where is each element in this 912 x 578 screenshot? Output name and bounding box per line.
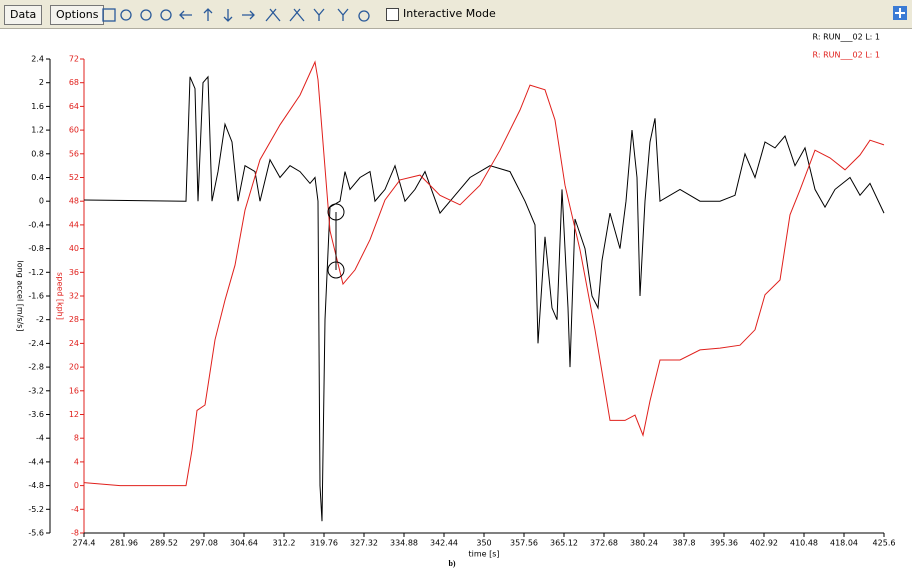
x-tick-label: 334.88 [390,539,418,548]
y2-tick-label: 60 [69,126,79,135]
x-tick-label: 342.44 [430,539,458,548]
y2-tick-label: 12 [69,410,79,419]
y2-tick-label: 20 [69,363,79,372]
x-tick-label: 380.24 [630,539,658,548]
y-tick-label: -2 [36,315,44,324]
y2-tick-label: 4 [74,457,79,466]
cursor-marker [327,203,345,221]
y2-tick-label: 8 [74,434,79,443]
x-tick-label: 418.04 [830,539,858,548]
y2-tick-label: 48 [69,197,79,206]
y-tick-label: -4 [36,434,44,443]
y-tick-label: -2.8 [28,363,44,372]
toolbar-icons[interactable] [100,6,380,24]
y2-tick-label: -4 [71,505,79,514]
y2-tick-label: 0 [74,481,79,490]
x-tick-label: 365.12 [550,539,578,548]
y2-tick-label: 44 [69,220,79,229]
x-tick-label: 312.2 [273,539,296,548]
x-tick-label: 357.56 [510,539,538,548]
cursor-marker [327,261,345,279]
series-line [83,60,885,487]
y2-tick-label: 56 [69,149,79,158]
series-line [83,75,885,522]
y-tick-label: 0.4 [31,173,44,182]
y2-tick-label: -8 [71,529,79,538]
checkbox-label: Interactive Mode [403,7,496,20]
y-axis-label: long accel [m/s/s] [16,261,25,332]
y2-tick-label: 40 [69,244,79,253]
y-tick-label: -4.4 [28,457,44,466]
y-tick-label: -4.8 [28,481,44,490]
chart: 2.4 2 1.6 1.2 0.8 0.4 0 -0.4 -0.8 -1.2 -1.6 -2 -2.4 -… [16,33,896,568]
x-tick-label: 297.08 [190,539,218,548]
x-tick-label: 372.68 [590,539,618,548]
y-tick-label: 1.2 [31,126,44,135]
toolbar: Data Options Interactive Mode [0,0,912,29]
x-tick-label: 402.92 [750,539,778,548]
x-tick-label: 319.76 [310,539,338,548]
x-tick-label: 327.32 [350,539,378,548]
legend-entry: R: RUN___02 L: 1 [813,51,880,60]
caption: b) [448,559,455,568]
x-tick-label: 410.48 [790,539,818,548]
options-button[interactable]: Options [50,5,105,25]
data-button[interactable]: Data [4,5,43,25]
legend-entry: R: RUN___02 L: 1 [813,33,880,42]
interactive-checkbox[interactable] [386,8,399,21]
y-tick-label: 1.6 [31,102,44,111]
y2-tick-label: 72 [69,55,79,64]
y2-tick-label: 16 [69,386,79,395]
y-tick-label: -3.2 [28,386,44,395]
y-tick-label: 2.4 [31,55,44,64]
y-tick-label: -0.4 [28,220,44,229]
x-tick-label: 425.6 [873,539,896,548]
y2-tick-label: 68 [69,78,79,87]
y2-tick-label: 32 [69,292,79,301]
y2-tick-label: 24 [69,339,79,348]
x-tick-label: 387.8 [673,539,696,548]
x-tick-label: 395.36 [710,539,738,548]
y-tick-label: -0.8 [28,244,44,253]
x-tick-label: 274.4 [73,539,96,548]
y2-tick-label: 64 [69,102,79,111]
y-tick-label: -5.2 [28,505,44,514]
x-tick-label: 281.96 [110,539,138,548]
x-axis-label: time [s] [468,550,499,559]
y-tick-label: 2 [39,78,44,87]
y-tick-label: 0.8 [31,149,44,158]
y2-tick-label: 28 [69,315,79,324]
y-tick-label: -3.6 [28,410,44,419]
window-icon[interactable] [893,6,907,20]
x-tick-label: 304.64 [230,539,258,548]
y-tick-label: -1.6 [28,292,44,301]
y2-tick-label: 36 [69,268,79,277]
y-tick-label: -2.4 [28,339,44,348]
y2-axis-label: speed [kph] [56,272,65,320]
x-tick-label: 350 [476,539,491,548]
y2-tick-label: 52 [69,173,79,182]
y-tick-label: 0 [39,197,44,206]
x-tick-label: 289.52 [150,539,178,548]
y-tick-label: -5.6 [28,529,44,538]
y-tick-label: -1.2 [28,268,44,277]
